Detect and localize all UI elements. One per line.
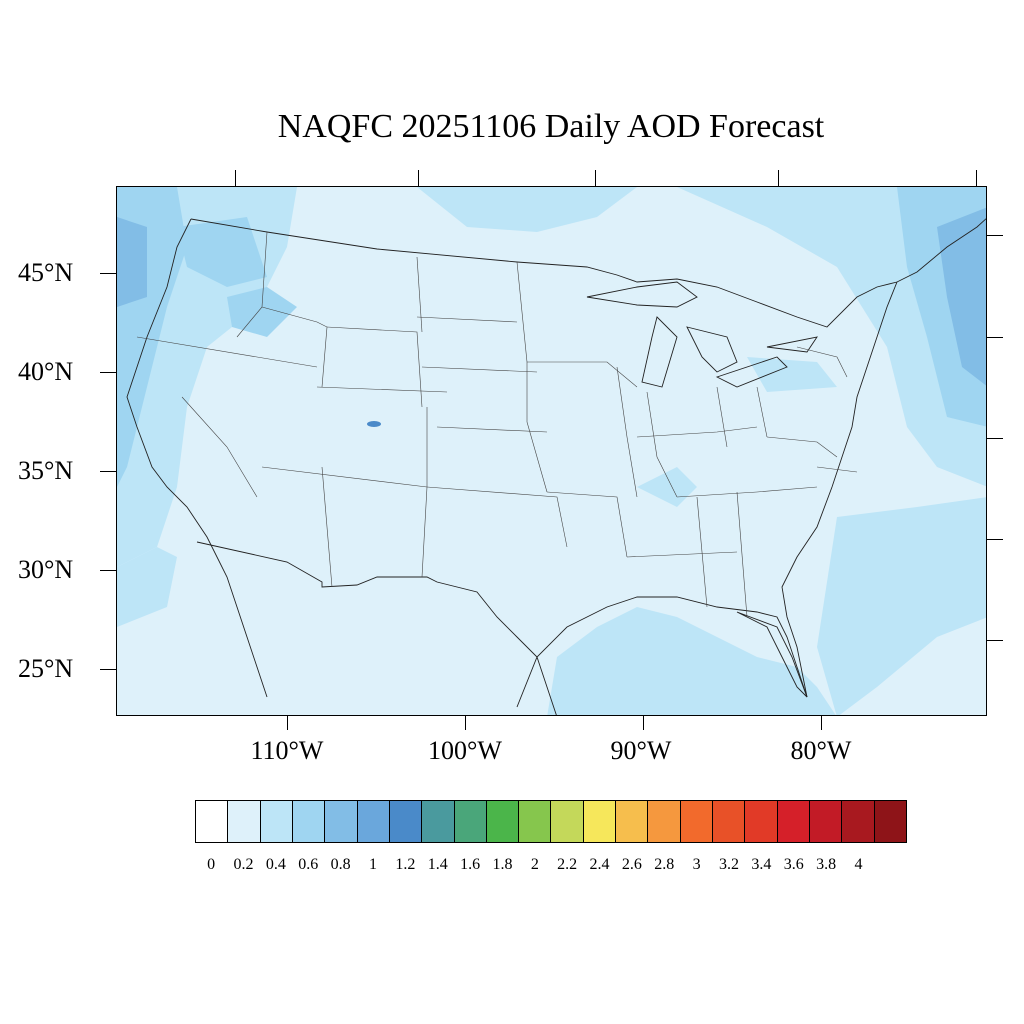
colorbar-box <box>519 801 552 842</box>
state-lines <box>136 231 858 618</box>
colorbar-label: 1.8 <box>492 856 513 873</box>
map-title: NAQFC 20251106 Daily AOD Forecast <box>277 108 825 145</box>
colorbar-label: 4 <box>854 856 863 873</box>
lon-tick <box>418 170 419 186</box>
lon-tick <box>778 170 779 186</box>
lat-label-35: 35°N <box>18 456 74 485</box>
colorbar-label: 1.2 <box>395 856 416 873</box>
colorbar-label: 0.8 <box>330 856 351 873</box>
colorbar-label: 0.4 <box>265 856 286 873</box>
map-panel <box>116 186 987 716</box>
colorbar-box <box>616 801 649 842</box>
lon-tick <box>235 170 236 186</box>
lon-tick <box>821 716 822 730</box>
lon-tick <box>287 716 288 730</box>
lat-tick <box>100 471 116 472</box>
colorbar-box <box>454 801 487 842</box>
colorbar-box <box>842 801 875 842</box>
lat-label-25: 25°N <box>18 654 74 683</box>
lon-tick <box>976 170 977 186</box>
colorbar-box <box>486 801 520 842</box>
aod-peak-regions <box>117 207 986 427</box>
lon-label-110: 110°W <box>250 736 324 765</box>
lat-tick <box>987 235 1003 236</box>
lat-tick <box>100 372 116 373</box>
lat-tick <box>100 570 116 571</box>
colorbar <box>195 800 907 843</box>
colorbar-box <box>809 801 843 842</box>
colorbar-label: 2.6 <box>621 856 642 873</box>
colorbar-label: 2 <box>530 856 539 873</box>
colorbar-label: 0 <box>207 856 216 873</box>
lat-tick <box>987 640 1003 641</box>
lon-tick <box>595 170 596 186</box>
colorbar-label: 2.4 <box>589 856 610 873</box>
colorbar-label: 0.6 <box>298 856 319 873</box>
lon-tick <box>465 716 466 730</box>
colorbar-box <box>713 801 746 842</box>
lat-label-40: 40°N <box>18 357 74 386</box>
colorbar-box <box>551 801 584 842</box>
colorbar-box <box>196 801 229 842</box>
colorbar-box <box>583 801 617 842</box>
lon-label-90: 90°W <box>610 736 672 765</box>
colorbar-box <box>357 801 390 842</box>
colorbar-box <box>292 801 326 842</box>
colorbar-box <box>228 801 261 842</box>
colorbar-label: 3.4 <box>751 856 772 873</box>
lat-tick <box>100 669 116 670</box>
lat-tick <box>987 438 1003 439</box>
colorbar-box <box>745 801 778 842</box>
colorbar-box <box>680 801 713 842</box>
colorbar-label: 2.2 <box>557 856 578 873</box>
colorbar-label: 3 <box>692 856 701 873</box>
colorbar-label: 3.2 <box>719 856 739 873</box>
colorbar-box <box>648 801 681 842</box>
lat-tick <box>987 539 1003 540</box>
colorbar-box <box>777 801 810 842</box>
colorbar-label: 3.6 <box>783 856 804 873</box>
colorbar-box <box>422 801 455 842</box>
colorbar-label: 2.8 <box>654 856 675 873</box>
lon-label-100: 100°W <box>428 736 502 765</box>
colorbar-box <box>325 801 358 842</box>
colorbar-box <box>389 801 423 842</box>
lat-label-45: 45°N <box>18 258 74 287</box>
lat-tick <box>100 273 116 274</box>
lon-tick <box>643 716 644 730</box>
colorbar-label: 1.4 <box>427 856 448 873</box>
colorbar-label: 1 <box>369 856 377 873</box>
aod-map <box>117 187 986 715</box>
lat-tick <box>987 337 1003 338</box>
colorbar-label: 1.6 <box>460 856 481 873</box>
lon-label-80: 80°W <box>790 736 852 765</box>
colorbar-box <box>260 801 293 842</box>
colorbar-label: 0.2 <box>233 856 254 873</box>
colorbar-box <box>874 801 906 842</box>
lat-label-30: 30°N <box>18 555 74 584</box>
colorbar-label: 3.8 <box>816 856 837 873</box>
